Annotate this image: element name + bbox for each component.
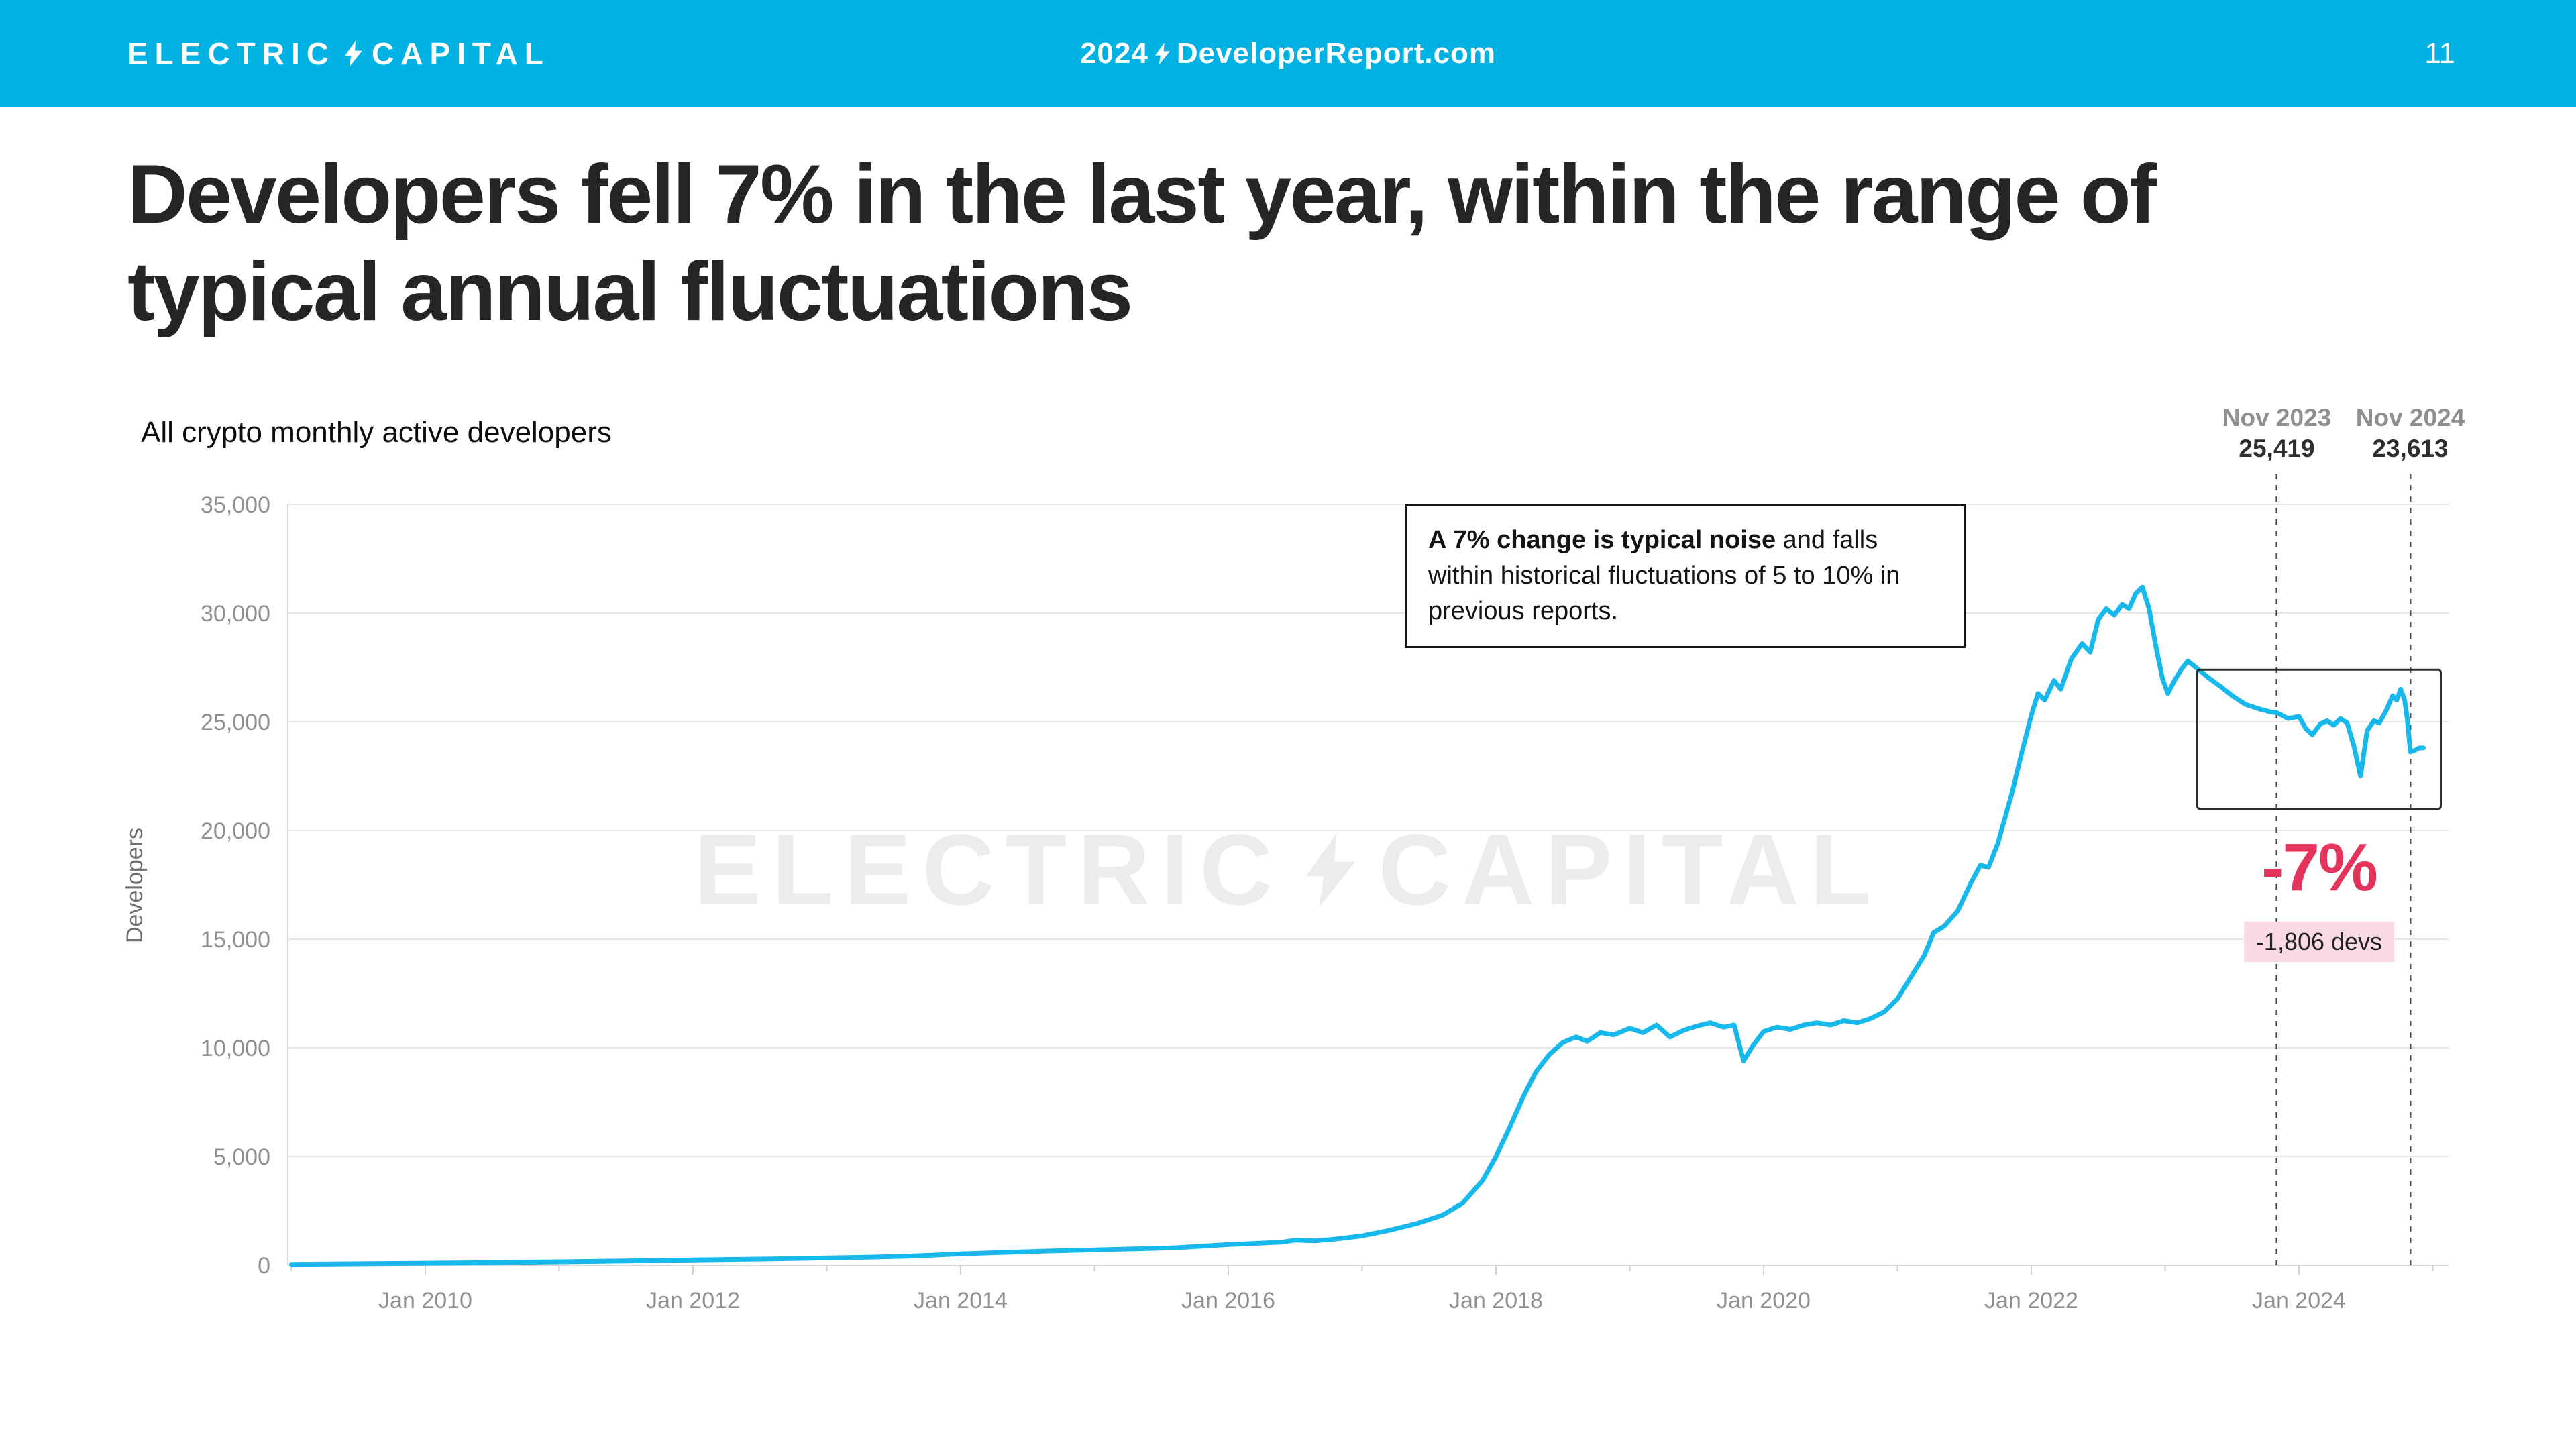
header-bar: ELECTRIC CAPITAL 2024 DeveloperReport.co… xyxy=(0,0,2576,107)
svg-text:Jan 2014: Jan 2014 xyxy=(914,1288,1008,1313)
svg-text:5,000: 5,000 xyxy=(213,1144,270,1170)
svg-text:Developers: Developers xyxy=(122,828,148,943)
report-domain: DeveloperReport.com xyxy=(1176,37,1497,70)
marker-value: 23,613 xyxy=(2372,435,2449,463)
watermark: ELECTRIC CAPITAL xyxy=(694,812,1882,928)
svg-text:0: 0 xyxy=(258,1253,270,1279)
svg-text:Jan 2024: Jan 2024 xyxy=(2252,1288,2346,1313)
marker-value: 25,419 xyxy=(2239,435,2315,463)
svg-text:Jan 2010: Jan 2010 xyxy=(378,1288,472,1313)
delta-devs-badge: -1,806 devs xyxy=(2243,922,2395,962)
watermark-capital: CAPITAL xyxy=(1378,813,1882,926)
svg-text:15,000: 15,000 xyxy=(201,927,270,953)
svg-text:10,000: 10,000 xyxy=(201,1036,270,1061)
brand-logo-electric: ELECTRIC xyxy=(127,36,335,71)
brand-logo-capital: CAPITAL xyxy=(372,36,550,71)
svg-text:20,000: 20,000 xyxy=(201,818,270,844)
svg-text:Jan 2018: Jan 2018 xyxy=(1449,1288,1543,1313)
marker-date-label: Nov 2024 xyxy=(2355,404,2465,431)
report-url: 2024 DeveloperReport.com xyxy=(1080,0,1496,107)
page-number: 11 xyxy=(2424,37,2455,70)
report-year: 2024 xyxy=(1079,37,1148,70)
svg-text:35,000: 35,000 xyxy=(201,492,270,518)
svg-text:Jan 2020: Jan 2020 xyxy=(1717,1288,1811,1313)
watermark-electric: ELECTRIC xyxy=(694,813,1283,926)
slide-title-line1: Developers fell 7% in the last year, wit… xyxy=(127,148,2157,241)
annotation-note-rest: and falls within historical fluctuations… xyxy=(1428,526,1900,626)
svg-text:Jan 2012: Jan 2012 xyxy=(646,1288,740,1313)
slide-title-line2: typical annual fluctuations xyxy=(127,246,1133,339)
marker-date-label: Nov 2023 xyxy=(2222,404,2332,431)
svg-text:30,000: 30,000 xyxy=(201,601,270,627)
svg-text:25,000: 25,000 xyxy=(201,710,270,735)
svg-text:Jan 2022: Jan 2022 xyxy=(1984,1288,2078,1313)
delta-percent: -7% xyxy=(2261,830,2378,905)
annotation-note-bold: A 7% change is typical noise xyxy=(1428,526,1776,554)
marker-nov-2024: Nov 2024 23,613 xyxy=(2356,402,2465,465)
slide-title: Developers fell 7% in the last year, wit… xyxy=(127,146,2442,341)
svg-text:Jan 2016: Jan 2016 xyxy=(1181,1288,1275,1313)
marker-nov-2023: Nov 2023 25,419 xyxy=(2222,402,2332,465)
chart-title: All crypto monthly active developers xyxy=(141,416,612,449)
brand-logo: ELECTRIC CAPITAL xyxy=(127,0,550,107)
annotation-note: A 7% change is typical noise and falls w… xyxy=(1405,504,1966,648)
